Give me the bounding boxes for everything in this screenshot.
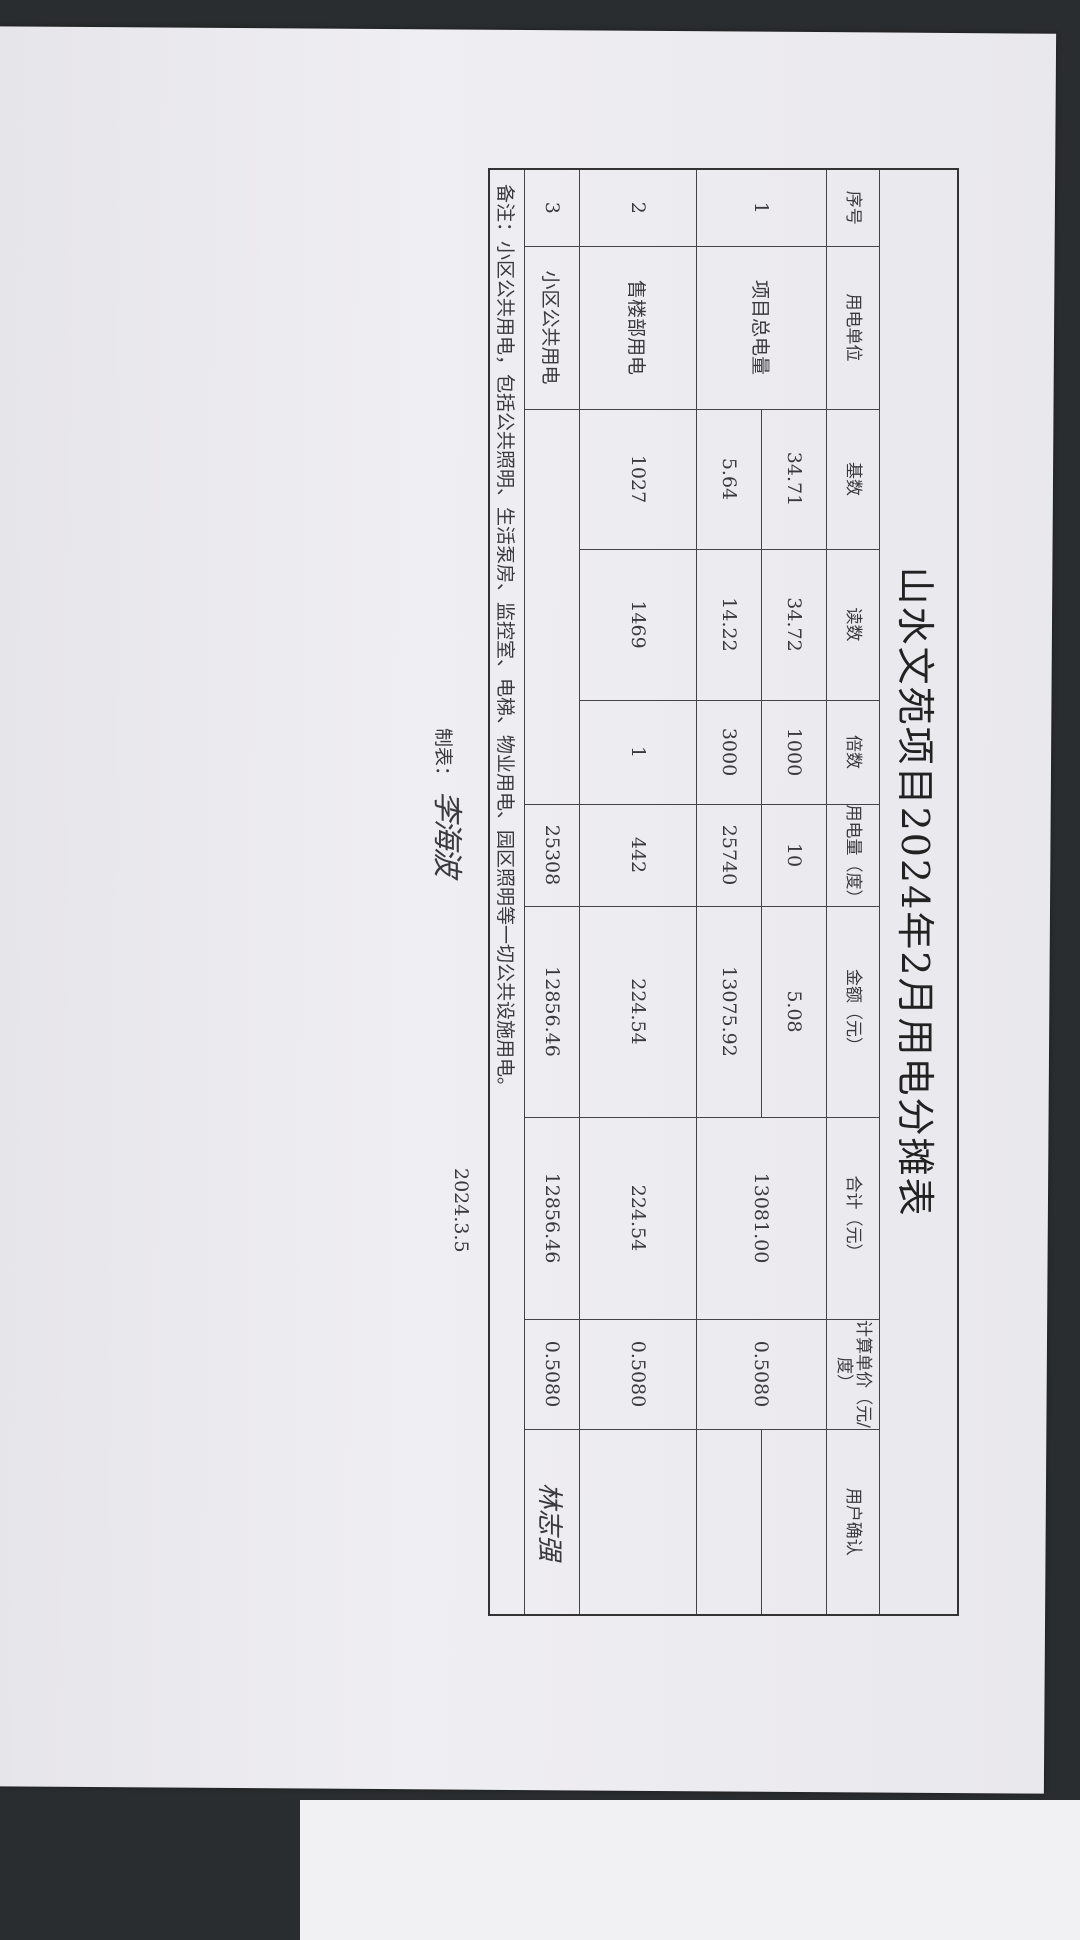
cell-base: 5.64 — [696, 409, 762, 549]
header-cell: 用电量（度） — [826, 804, 880, 907]
cell-read: 14.22 — [696, 549, 762, 700]
electricity-allocation-table: 山水文苑项目2024年2月用电分摊表 序号 用电单位 基数 读数 倍数 用电量（… — [488, 168, 959, 1617]
paper-underneath — [300, 1800, 1080, 1940]
header-cell: 基数 — [826, 409, 880, 549]
footer: 制表： 李海波 2024.3.5 — [428, 168, 488, 1614]
maker-signature: 李海波 — [429, 791, 464, 876]
cell-price: 0.5080 — [696, 1319, 827, 1429]
cell-read: 1469 — [579, 549, 697, 700]
cell-price: 0.5080 — [579, 1319, 697, 1429]
table-row: 3 小区公共用电 25308 12856.46 12856.46 0.5080 … — [524, 169, 580, 1616]
cell-mult: 3000 — [696, 700, 762, 804]
cell-total: 13081.00 — [696, 1117, 827, 1319]
table-row: 2 售楼部用电 1027 1469 1 442 224.54 224.54 0.… — [579, 169, 697, 1616]
cell-kwh: 442 — [579, 804, 697, 906]
cell-base: 34.71 — [761, 409, 827, 549]
header-cell: 金额（元） — [826, 906, 880, 1117]
table-note: 备注：小区公共用电，包括公共照明、生活泵房、监控室、电梯、物业用电、园区照明等一… — [489, 169, 525, 1616]
cell-total: 12856.46 — [524, 1117, 580, 1319]
allocation-sheet: 山水文苑项目2024年2月用电分摊表 序号 用电单位 基数 读数 倍数 用电量（… — [429, 168, 959, 1617]
cell-mult: 1 — [579, 700, 697, 804]
cell-amount: 13075.92 — [696, 906, 762, 1117]
header-cell: 用户确认 — [826, 1429, 880, 1616]
header-cell: 读数 — [826, 549, 880, 700]
maker-label: 制表： — [432, 728, 454, 786]
cell-unit: 项目总电量 — [696, 246, 827, 409]
date: 2024.3.5 — [450, 1168, 472, 1253]
maker: 制表： 李海波 — [428, 728, 472, 875]
cell-confirm — [761, 1429, 827, 1616]
cell-amount: 12856.46 — [524, 906, 580, 1117]
cell-unit: 小区公共用电 — [524, 246, 580, 409]
cell-price: 0.5080 — [524, 1319, 580, 1429]
cell-read: 34.72 — [761, 549, 827, 700]
header-cell: 用电单位 — [826, 246, 880, 409]
cell-amount: 224.54 — [579, 906, 697, 1117]
cell-kwh: 25308 — [524, 804, 580, 906]
header-cell: 合计（元） — [826, 1117, 880, 1319]
cell-no: 2 — [579, 169, 697, 246]
header-row: 序号 用电单位 基数 读数 倍数 用电量（度） 金额（元） 合计（元） 计算单价… — [826, 169, 880, 1616]
cell-total: 224.54 — [579, 1117, 697, 1319]
cell-no: 3 — [524, 169, 580, 246]
cell-confirm — [696, 1429, 762, 1616]
table-title: 山水文苑项目2024年2月用电分摊表 — [879, 169, 958, 1616]
header-cell: 计算单价（元/度） — [826, 1319, 880, 1429]
table-row: 1 项目总电量 34.71 34.72 1000 10 5.08 13081.0… — [696, 169, 827, 1616]
cell-mult: 1000 — [761, 700, 827, 804]
cell-kwh: 10 — [761, 804, 827, 906]
cell-merged-empty — [524, 409, 580, 804]
header-cell: 序号 — [826, 169, 880, 246]
cell-amount: 5.08 — [761, 906, 827, 1117]
cell-confirm — [579, 1429, 697, 1616]
header-cell: 倍数 — [826, 700, 880, 804]
cell-unit: 售楼部用电 — [579, 246, 697, 409]
cell-base: 1027 — [579, 409, 697, 549]
cell-no: 1 — [696, 169, 827, 246]
cell-kwh: 25740 — [696, 804, 762, 906]
user-signature: 林志强 — [524, 1429, 580, 1616]
